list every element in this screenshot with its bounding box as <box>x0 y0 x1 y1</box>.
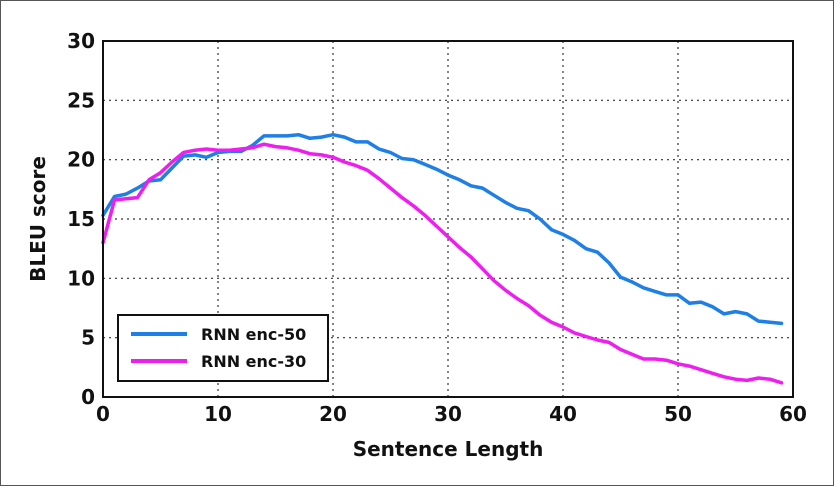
y-tick-label: 0 <box>81 385 95 409</box>
legend-label-rnn-enc-50: RNN enc-50 <box>201 325 306 344</box>
legend-label-rnn-enc-30: RNN enc-30 <box>201 352 306 371</box>
x-tick-label: 20 <box>319 402 347 426</box>
y-tick-label: 5 <box>81 326 95 350</box>
y-tick-label: 20 <box>67 148 95 172</box>
legend-box <box>117 314 329 382</box>
x-tick-label: 10 <box>204 402 232 426</box>
x-tick-label: 0 <box>96 402 110 426</box>
plot-border <box>102 40 794 398</box>
tick-labels: 0 10 20 30 40 50 60 0 5 10 15 20 25 30 <box>67 29 807 426</box>
x-tick-label: 60 <box>779 402 807 426</box>
x-tick-label: 50 <box>664 402 692 426</box>
y-tick-label: 15 <box>67 207 95 231</box>
series-line-rnn-enc-30 <box>101 142 784 385</box>
y-tick-label: 10 <box>67 266 95 290</box>
x-axis-title: Sentence Length <box>353 437 544 461</box>
y-axis-title: BLEU score <box>26 156 50 282</box>
series-group <box>101 132 784 385</box>
x-tick-label: 40 <box>549 402 577 426</box>
legend: RNN enc-50 RNN enc-30 <box>117 314 329 382</box>
y-tick-label: 30 <box>67 29 95 53</box>
series-line-rnn-enc-50 <box>101 132 784 326</box>
y-tick-label: 25 <box>67 88 95 112</box>
x-tick-label: 30 <box>434 402 462 426</box>
